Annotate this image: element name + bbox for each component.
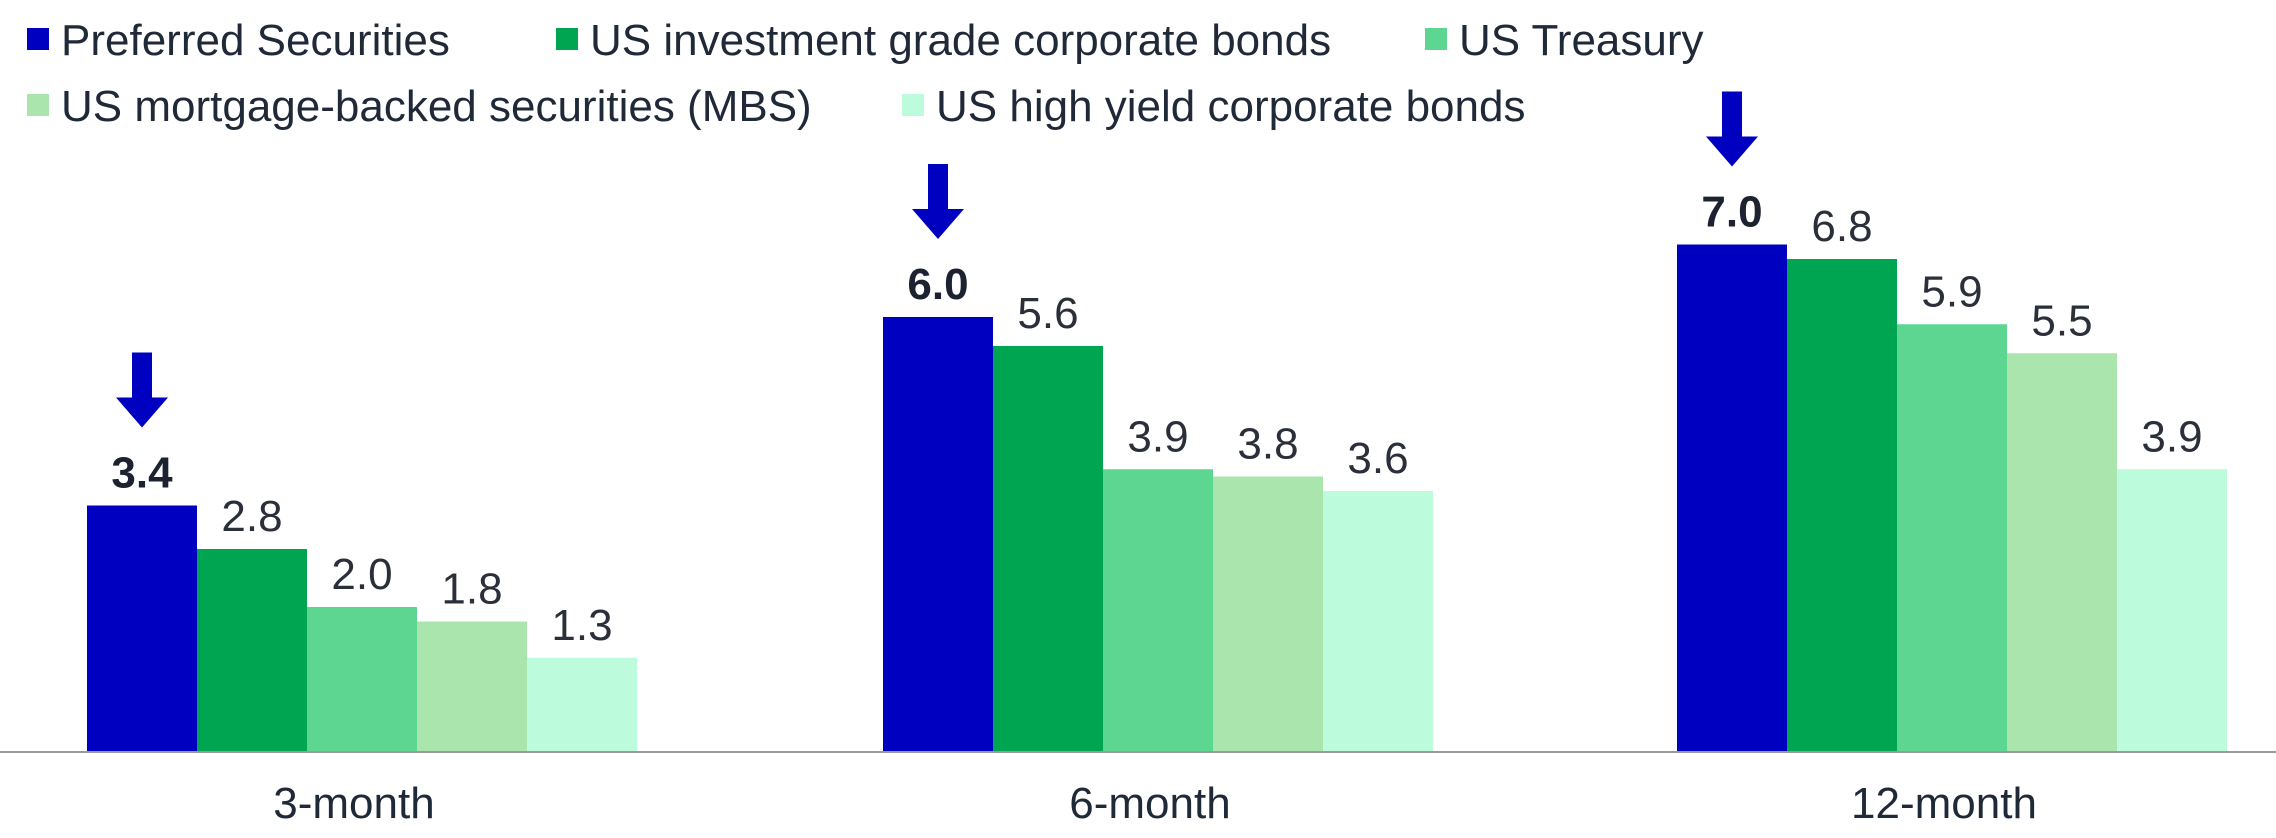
data-label-preferred-securities-12-month: 7.0 <box>1701 188 1762 237</box>
legend-label: US Treasury <box>1459 16 1704 65</box>
bar-us-mortgage-backed-securities-mbs-6-month <box>1213 476 1323 752</box>
value-labels: 3.4 2.8 2.0 1.8 1.3 6.0 5.6 3.9 3.8 3.6 7.0 6.8 5.9 5… <box>111 188 2202 650</box>
data-label-us-mortgage-backed-securities-mbs-12-month: 5.5 <box>2031 296 2092 345</box>
data-label-us-mortgage-backed-securities-mbs-3-month: 1.8 <box>441 565 502 614</box>
category-label-6-month: 6-month <box>1069 779 1230 828</box>
legend-label: US high yield corporate bonds <box>936 82 1525 131</box>
bar-us-investment-grade-corporate-bonds-3-month <box>197 549 307 752</box>
legend-label: Preferred Securities <box>61 16 450 65</box>
legend-swatch <box>556 28 578 50</box>
down-arrow-icon <box>912 164 964 239</box>
bar-preferred-securities-3-month <box>87 505 197 752</box>
data-label-us-investment-grade-corporate-bonds-3-month: 2.8 <box>221 492 282 541</box>
data-label-preferred-securities-3-month: 3.4 <box>111 449 173 498</box>
bar-preferred-securities-6-month <box>883 317 993 752</box>
category-label-12-month: 12-month <box>1851 779 2037 828</box>
category-labels: 3-month 6-month 12-month <box>273 779 2037 828</box>
bar-us-treasury-6-month <box>1103 469 1213 752</box>
bar-us-high-yield-corporate-bonds-12-month <box>2117 469 2227 752</box>
down-arrow-icon <box>1706 91 1758 167</box>
bar-us-investment-grade-corporate-bonds-12-month <box>1787 259 1897 752</box>
data-label-us-treasury-3-month: 2.0 <box>331 550 392 599</box>
legend-swatch <box>27 28 49 50</box>
bar-preferred-securities-12-month <box>1677 244 1787 752</box>
legend-swatch <box>902 94 924 116</box>
legend-swatch <box>1425 28 1447 50</box>
legend-item-us-investment-grade-corporate-bonds: US investment grade corporate bonds <box>556 16 1331 65</box>
legend-item-us-treasury: US Treasury <box>1425 16 1704 65</box>
legend: Preferred Securities US investment grade … <box>27 16 1704 131</box>
legend-item-us-mortgage-backed-securities-mbs: US mortgage-backed securities (MBS) <box>27 82 812 131</box>
down-arrow-icon <box>116 352 168 428</box>
data-label-preferred-securities-6-month: 6.0 <box>907 260 968 309</box>
bar-us-treasury-12-month <box>1897 324 2007 752</box>
data-label-us-high-yield-corporate-bonds-6-month: 3.6 <box>1347 434 1408 483</box>
bar-us-investment-grade-corporate-bonds-6-month <box>993 346 1103 752</box>
highlight-markers <box>116 91 1758 428</box>
data-label-us-investment-grade-corporate-bonds-12-month: 6.8 <box>1811 202 1872 251</box>
bars <box>87 244 2227 752</box>
legend-label: US mortgage-backed securities (MBS) <box>61 82 812 131</box>
bar-us-high-yield-corporate-bonds-3-month <box>527 657 637 752</box>
category-label-3-month: 3-month <box>273 779 434 828</box>
data-label-us-high-yield-corporate-bonds-3-month: 1.3 <box>551 601 612 650</box>
bar-us-mortgage-backed-securities-mbs-3-month <box>417 621 527 752</box>
data-label-us-treasury-12-month: 5.9 <box>1921 267 1982 316</box>
data-label-us-high-yield-corporate-bonds-12-month: 3.9 <box>2141 412 2202 461</box>
bar-us-mortgage-backed-securities-mbs-12-month <box>2007 353 2117 752</box>
data-label-us-mortgage-backed-securities-mbs-6-month: 3.8 <box>1237 420 1298 469</box>
legend-label: US investment grade corporate bonds <box>590 16 1331 65</box>
bar-us-treasury-3-month <box>307 607 417 752</box>
legend-swatch <box>27 94 49 116</box>
legend-item-preferred-securities: Preferred Securities <box>27 16 450 65</box>
data-label-us-investment-grade-corporate-bonds-6-month: 5.6 <box>1017 289 1078 338</box>
data-label-us-treasury-6-month: 3.9 <box>1127 412 1188 461</box>
legend-item-us-high-yield-corporate-bonds: US high yield corporate bonds <box>902 82 1525 131</box>
bar-us-high-yield-corporate-bonds-6-month <box>1323 491 1433 752</box>
